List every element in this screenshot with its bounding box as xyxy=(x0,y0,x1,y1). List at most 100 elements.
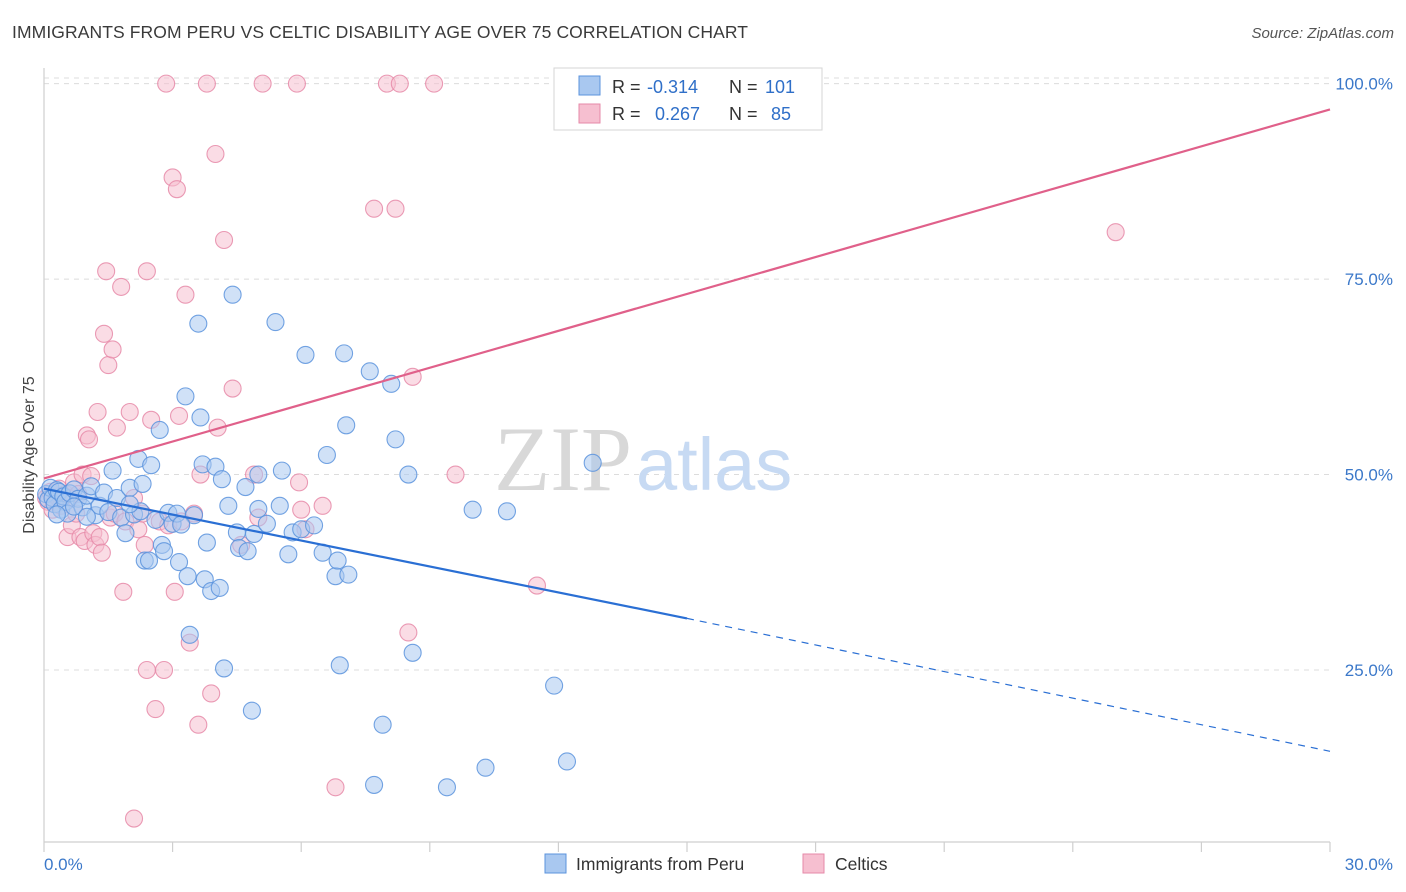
peru-point xyxy=(219,496,238,515)
peru-point xyxy=(583,453,602,472)
bottom-legend-label-peru: Immigrants from Peru xyxy=(576,854,744,874)
peru-point xyxy=(317,445,336,465)
celtics-point xyxy=(214,230,234,250)
bottom-legend-label-celtics: Celtics xyxy=(835,854,888,874)
peru-point xyxy=(399,465,418,484)
celtics-point xyxy=(202,684,221,703)
peru-point xyxy=(497,502,517,521)
correlation-legend: R = -0.314 N = 101 R = 0.267 N = 85 xyxy=(553,67,823,131)
peru-point xyxy=(172,515,191,534)
celtics-point xyxy=(97,262,116,281)
peru-point xyxy=(238,542,257,561)
celtics-point xyxy=(425,74,444,93)
celtics-point xyxy=(88,402,107,422)
peru-point xyxy=(214,659,234,678)
celtics-point xyxy=(94,324,114,343)
celtics-point xyxy=(292,500,311,519)
watermark-atlas: atlas xyxy=(636,423,792,506)
peru-point xyxy=(249,465,268,484)
celtics-point xyxy=(176,285,195,304)
legend-r-label-peru: R = xyxy=(612,77,641,97)
peru-point xyxy=(386,430,405,449)
y-tick-labels: 25.0% 50.0% 75.0% 100.0% xyxy=(1335,75,1393,680)
peru-point xyxy=(330,656,349,675)
peru-point xyxy=(476,758,495,777)
peru-point xyxy=(150,420,169,440)
peru-point xyxy=(47,505,66,524)
celtics-point xyxy=(287,74,306,93)
peru-point xyxy=(139,551,159,570)
celtics-point xyxy=(253,74,272,93)
celtics-point xyxy=(99,356,118,375)
peru-point xyxy=(77,507,96,526)
trend-lines xyxy=(43,108,1331,752)
celtics-point xyxy=(365,199,384,218)
peru-point xyxy=(335,344,354,363)
peru-point xyxy=(191,408,210,427)
peru-point xyxy=(305,516,324,535)
y-tick-label-25: 25.0% xyxy=(1345,661,1393,680)
peru-point xyxy=(328,551,347,570)
y-tick-label-50: 50.0% xyxy=(1345,466,1393,485)
celtics-point xyxy=(386,199,405,218)
peru-point xyxy=(142,456,161,475)
peru-point xyxy=(116,524,135,543)
peru-point xyxy=(236,478,255,497)
peru-point xyxy=(279,545,298,564)
celtics-point xyxy=(120,402,139,422)
peru-point xyxy=(373,715,392,734)
legend-r-value-celtics: 0.267 xyxy=(655,104,700,124)
legend-n-label-peru: N = xyxy=(729,77,758,97)
legend-n-value-celtics: 85 xyxy=(771,104,791,124)
celtics-point xyxy=(79,430,99,449)
peru-point xyxy=(403,643,422,662)
x-ticks xyxy=(43,842,1331,852)
celtics-point xyxy=(1106,223,1125,242)
legend-n-label-celtics: N = xyxy=(729,104,758,124)
celtics-point xyxy=(103,340,122,359)
peru-point xyxy=(64,497,84,516)
celtics-point xyxy=(167,180,186,199)
peru-point xyxy=(223,285,242,304)
y-tick-label-100: 100.0% xyxy=(1335,75,1393,94)
peru-point xyxy=(133,474,152,493)
peru-point xyxy=(242,701,261,720)
celtics-point xyxy=(135,535,154,554)
x-tick-label-min: 0.0% xyxy=(44,855,83,874)
legend-r-label-celtics: R = xyxy=(612,104,641,124)
celtics-point xyxy=(124,809,144,828)
legend-n-value-peru: 101 xyxy=(765,77,795,97)
peru-trend-line-extrapolated xyxy=(686,617,1331,752)
peru-point xyxy=(463,500,482,519)
celtics-point xyxy=(197,74,216,93)
peru-point xyxy=(365,775,384,794)
celtics-point xyxy=(169,406,189,425)
chart-source: Source: ZipAtlas.com xyxy=(1251,25,1394,42)
celtics-point xyxy=(189,715,208,734)
celtics-trend-line xyxy=(43,108,1331,480)
celtics-point xyxy=(90,528,109,547)
chart-title: IMMIGRANTS FROM PERU VS CELTIC DISABILIT… xyxy=(12,22,749,42)
peru-point xyxy=(437,778,456,797)
watermark: ZIP atlas xyxy=(494,408,792,510)
peru-point xyxy=(212,470,231,489)
celtics-point xyxy=(114,582,133,601)
celtics-point xyxy=(137,262,156,281)
celtics-point xyxy=(157,74,176,93)
celtics-point xyxy=(446,465,465,484)
peru-point xyxy=(272,461,291,480)
legend-swatch-celtics xyxy=(578,103,601,124)
peru-point xyxy=(557,752,577,771)
celtics-point xyxy=(165,582,184,601)
celtics-point xyxy=(206,144,225,164)
peru-point xyxy=(197,533,216,552)
legend-r-value-peru: -0.314 xyxy=(647,77,698,97)
peru-point xyxy=(360,362,379,381)
peru-point xyxy=(210,578,229,597)
celtics-point xyxy=(223,379,242,398)
peru-point xyxy=(249,499,268,518)
peru-point xyxy=(296,345,315,364)
celtics-point xyxy=(112,277,131,296)
y-axis-title: Disability Age Over 75 xyxy=(21,376,38,534)
